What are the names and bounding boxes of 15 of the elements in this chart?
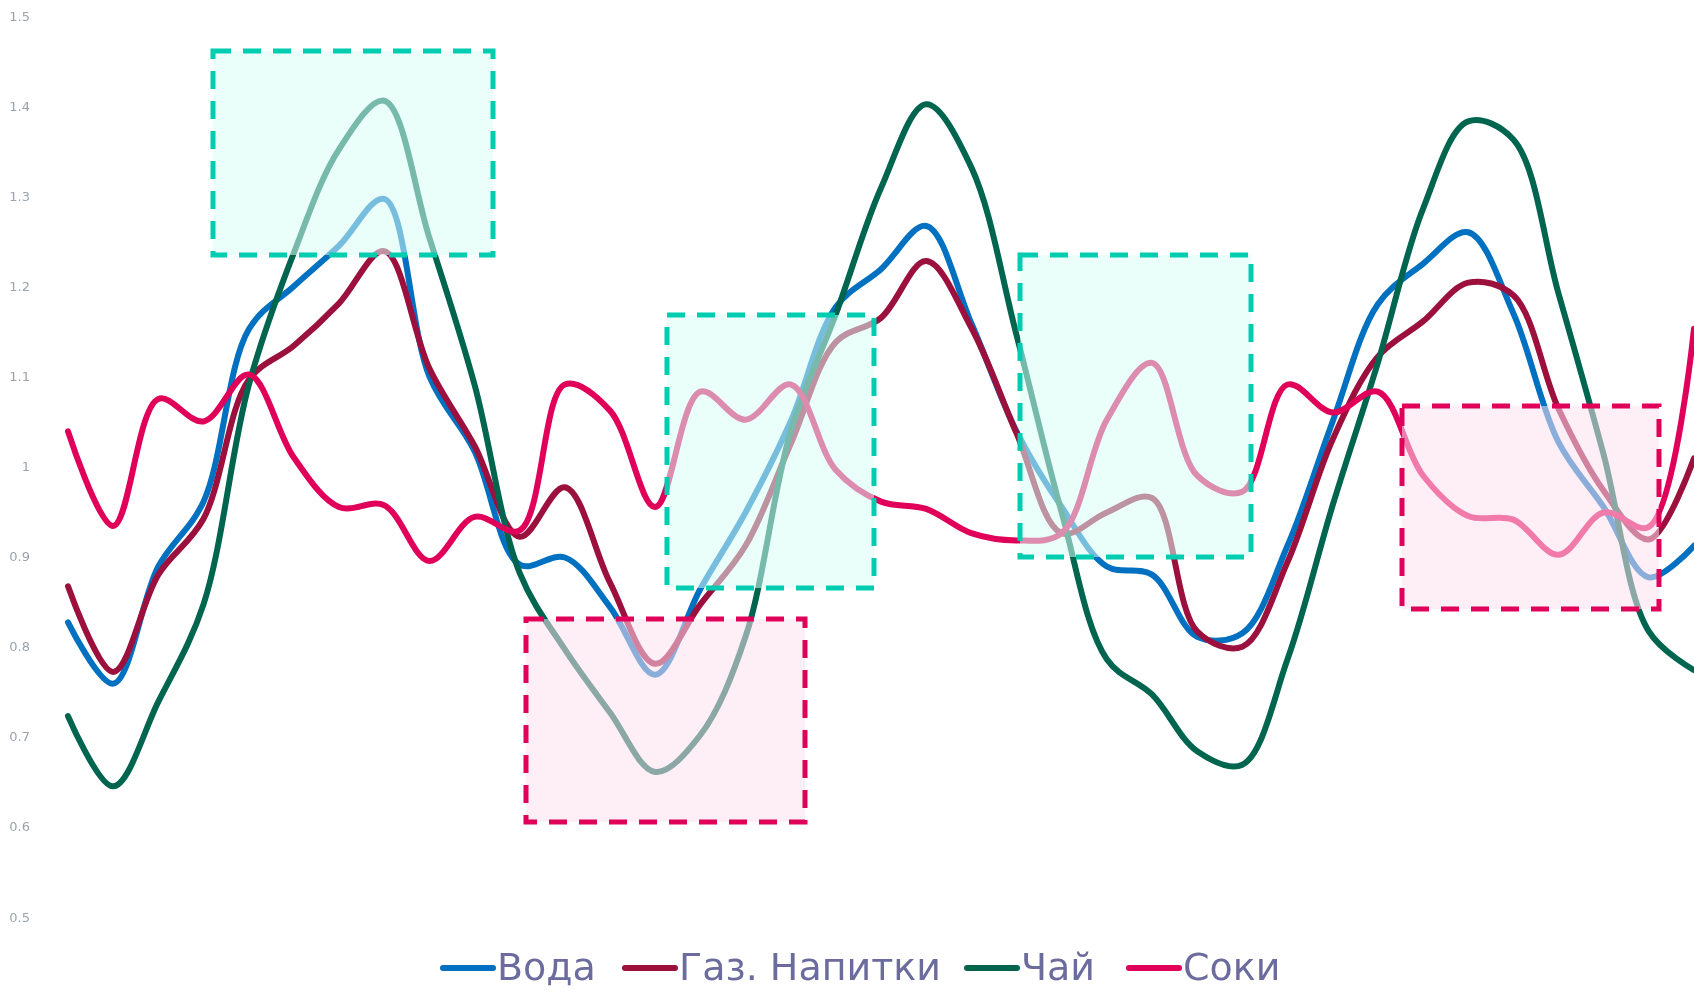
legend-label: Чай [1021, 945, 1096, 989]
y-tick-label: 1.2 [9, 278, 30, 294]
y-tick-label: 0.6 [9, 819, 30, 835]
y-tick-label: 1.3 [9, 188, 30, 204]
legend-label: Соки [1183, 945, 1281, 989]
y-tick-label: 0.5 [9, 909, 30, 925]
y-tick-label: 1.4 [9, 98, 30, 114]
legend-label: Газ. Напитки [679, 945, 942, 989]
y-tick-label: 1.5 [9, 8, 30, 24]
legend-label: Вода [497, 945, 596, 989]
y-tick-label: 0.7 [9, 729, 30, 745]
y-tick-label: 0.9 [9, 549, 30, 565]
y-tick-label: 0.8 [9, 639, 30, 655]
y-tick-label: 1.1 [9, 368, 30, 384]
y-tick-label: 1 [21, 459, 30, 475]
